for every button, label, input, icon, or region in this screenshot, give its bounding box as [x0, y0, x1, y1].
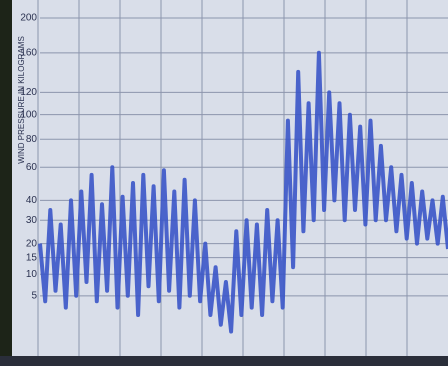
- y-tick-label: 60: [26, 162, 38, 173]
- y-tick-label: 200: [20, 13, 37, 24]
- page: {"chart_data": {"type": "line", "y_label…: [0, 0, 448, 366]
- y-tick-label: 10: [26, 269, 38, 280]
- y-tick-label: 30: [26, 215, 38, 226]
- y-tick-label: 20: [26, 238, 38, 249]
- y-tick-label: 100: [20, 109, 37, 120]
- bottom-edge: [0, 356, 448, 366]
- y-tick-label: 5: [31, 290, 37, 301]
- y-tick-label: 120: [20, 87, 37, 98]
- y-tick-label: 40: [26, 195, 38, 206]
- chart: WIND PRESSURE IN KILOGRAMS 5101520304060…: [0, 0, 448, 366]
- y-tick-label: 80: [26, 134, 38, 145]
- y-tick-label: 160: [20, 47, 37, 58]
- y-tick-label: 15: [26, 252, 38, 263]
